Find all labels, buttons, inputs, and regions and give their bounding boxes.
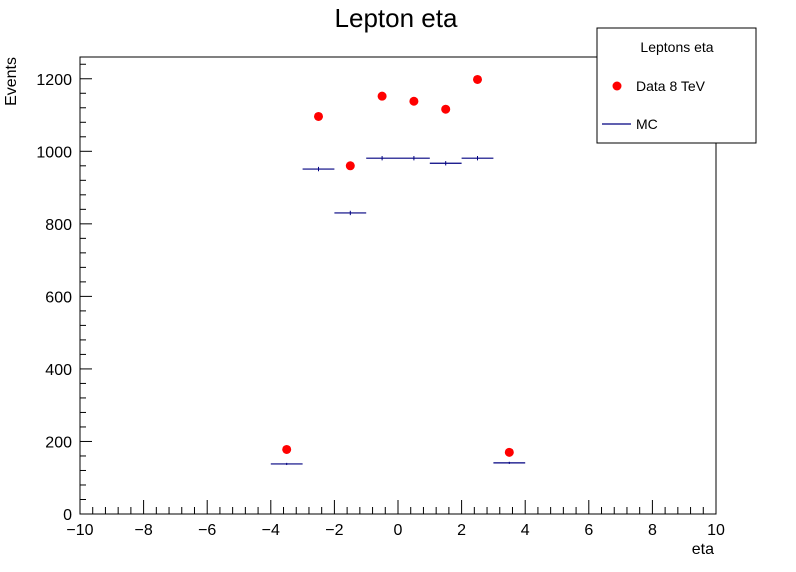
y-tick-label: 200	[45, 434, 72, 451]
x-tick-label: 10	[707, 522, 725, 539]
y-axis-ticks	[80, 63, 92, 515]
data-series	[282, 74, 514, 457]
data-point	[409, 96, 419, 106]
data-point	[345, 161, 355, 171]
x-axis-label: eta	[692, 541, 714, 558]
y-tick-label: 800	[45, 217, 72, 234]
mc-series	[270, 156, 526, 466]
x-tick-label: −6	[198, 522, 216, 539]
x-tick-label: −2	[325, 522, 343, 539]
data-point	[377, 91, 387, 101]
legend: Leptons eta Data 8 TeV MC	[596, 27, 757, 144]
y-tick-label: 1000	[36, 144, 72, 161]
x-tick-label: −8	[134, 522, 152, 539]
x-tick-label: −10	[66, 522, 93, 539]
x-tick-label: 6	[584, 522, 593, 539]
y-tick-label: 1200	[36, 72, 72, 89]
x-axis-tick-labels: −10 −8 −6 −4 −2 0 2 4 6 8 10	[66, 522, 725, 539]
chart-title: Lepton eta	[335, 3, 458, 33]
x-axis-ticks	[79, 500, 717, 514]
x-tick-label: 8	[648, 522, 657, 539]
data-point	[441, 104, 451, 114]
x-tick-label: 2	[457, 522, 466, 539]
legend-entry-mc: MC	[636, 116, 658, 132]
data-point	[314, 111, 323, 121]
x-tick-label: −4	[262, 522, 280, 539]
legend-title: Leptons eta	[640, 39, 713, 55]
y-tick-label: 400	[45, 362, 72, 379]
data-point	[282, 444, 292, 454]
data-point	[473, 74, 482, 84]
x-tick-label: 0	[394, 522, 403, 539]
legend-data-marker	[612, 81, 622, 91]
y-axis-tick-labels: 0 200 400 600 800 1000 1200	[36, 72, 72, 524]
y-axis-label: Events	[3, 57, 20, 106]
y-tick-label: 600	[45, 289, 72, 306]
legend-entry-data: Data 8 TeV	[636, 78, 706, 94]
x-tick-label: 4	[521, 522, 530, 539]
y-tick-label: 0	[63, 507, 72, 524]
data-point	[504, 447, 514, 457]
